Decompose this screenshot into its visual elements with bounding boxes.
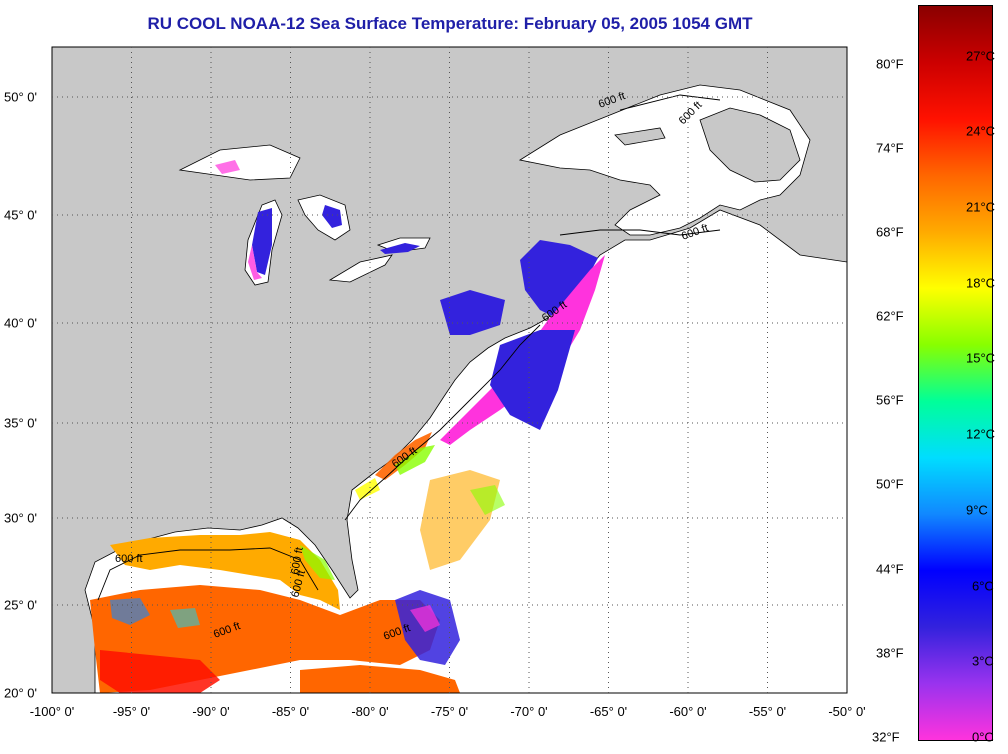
latitude-tick-label: 25° 0' <box>4 597 37 613</box>
colorbar-celsius-label: 24°C <box>966 123 996 139</box>
latitude-tick-label: 35° 0' <box>4 415 37 431</box>
longitude-tick-label: -75° 0' <box>430 704 469 719</box>
colorbar-celsius-label: 15°C <box>966 350 996 366</box>
anticosti-island <box>614 127 666 146</box>
sst-carolina-coast <box>375 432 432 480</box>
longitude-tick-label: -90° 0' <box>192 704 230 719</box>
sst-bahamas-magenta <box>410 605 440 632</box>
sst-gulf-maine <box>520 240 598 320</box>
map-title: RU COOL NOAA-12 Sea Surface Temperature:… <box>147 14 753 33</box>
sst-caribbean <box>300 665 460 693</box>
sst-slope-magenta <box>440 255 605 445</box>
sst-gulf-sw <box>110 598 150 625</box>
colorbar-fahrenheit-label: 50°F <box>876 476 904 492</box>
longitude-tick-label: -50° 0' <box>828 704 866 719</box>
colorbar-celsius-label: 27°C <box>966 48 996 64</box>
sst-carolina-shelf <box>395 445 435 475</box>
newfoundland <box>699 107 801 183</box>
longitude-tick-label: -55° 0' <box>748 704 787 719</box>
sst-florida-west <box>300 545 335 580</box>
sst-georgia-coast <box>355 478 380 500</box>
sst-huron <box>322 205 342 228</box>
isobath-label: 600 ft <box>115 553 143 565</box>
colorbar-celsius-label: 3°C <box>972 653 994 669</box>
colorbar-fahrenheit-label: 68°F <box>876 224 904 240</box>
latitude-tick-label: 45° 0' <box>4 207 37 223</box>
latitude-tick-label: 40° 0' <box>4 315 37 331</box>
longitude-tick-label: -60° 0' <box>669 704 707 719</box>
colorbar-fahrenheit-label: 80°F <box>876 56 904 72</box>
longitude-tick-label: -95° 0' <box>112 704 151 719</box>
colorbar-celsius-label: 21°C <box>966 199 996 215</box>
great-lake-erie <box>328 254 393 283</box>
sst-mid-atlantic <box>440 290 505 335</box>
sst-gulf-stream-east <box>490 330 575 430</box>
colorbar-celsius-label: 0°C <box>972 729 994 745</box>
colorbar-fahrenheit-label: 56°F <box>876 392 904 408</box>
colorbar-fahrenheit-label: 38°F <box>876 645 904 661</box>
great-lake-superior <box>178 144 301 181</box>
sst-gulf-cyan <box>170 608 200 628</box>
colorbar-fahrenheit-label: 62°F <box>876 308 904 324</box>
colorbar-fahrenheit-label: 32°F <box>872 729 900 745</box>
colorbar-celsius-label: 18°C <box>966 275 996 291</box>
colorbar-fahrenheit-label: 74°F <box>876 140 904 156</box>
longitude-tick-label: -80° 0' <box>351 704 389 719</box>
isobath-600ft-lines <box>97 94 721 601</box>
sst-yucatan <box>100 650 220 693</box>
sst-michigan-edge <box>248 245 262 280</box>
sst-superior <box>215 160 240 174</box>
latitude-tick-label: 30° 0' <box>4 510 37 526</box>
isobath-label: 600 ft <box>289 546 306 575</box>
sst-data-overlay <box>90 160 605 693</box>
longitude-tick-label: -100° 0' <box>29 704 75 719</box>
sst-michigan <box>252 208 272 275</box>
colorbar-celsius-label: 9°C <box>966 502 988 518</box>
sst-offshore-green <box>470 485 505 515</box>
colorbar-celsius-label: 6°C <box>972 578 994 594</box>
sst-erie <box>380 243 420 254</box>
temperature-colorbar <box>918 5 993 741</box>
latitude-tick-label: 20° 0' <box>4 685 37 701</box>
longitude-tick-label: -65° 0' <box>589 704 628 719</box>
colorbar-fahrenheit-label: 44°F <box>876 561 904 577</box>
longitude-tick-label: -85° 0' <box>271 704 310 719</box>
longitude-tick-label: -70° 0' <box>510 704 548 719</box>
colorbar-celsius-label: 12°C <box>966 426 996 442</box>
latitude-tick-label: 50° 0' <box>4 89 37 105</box>
